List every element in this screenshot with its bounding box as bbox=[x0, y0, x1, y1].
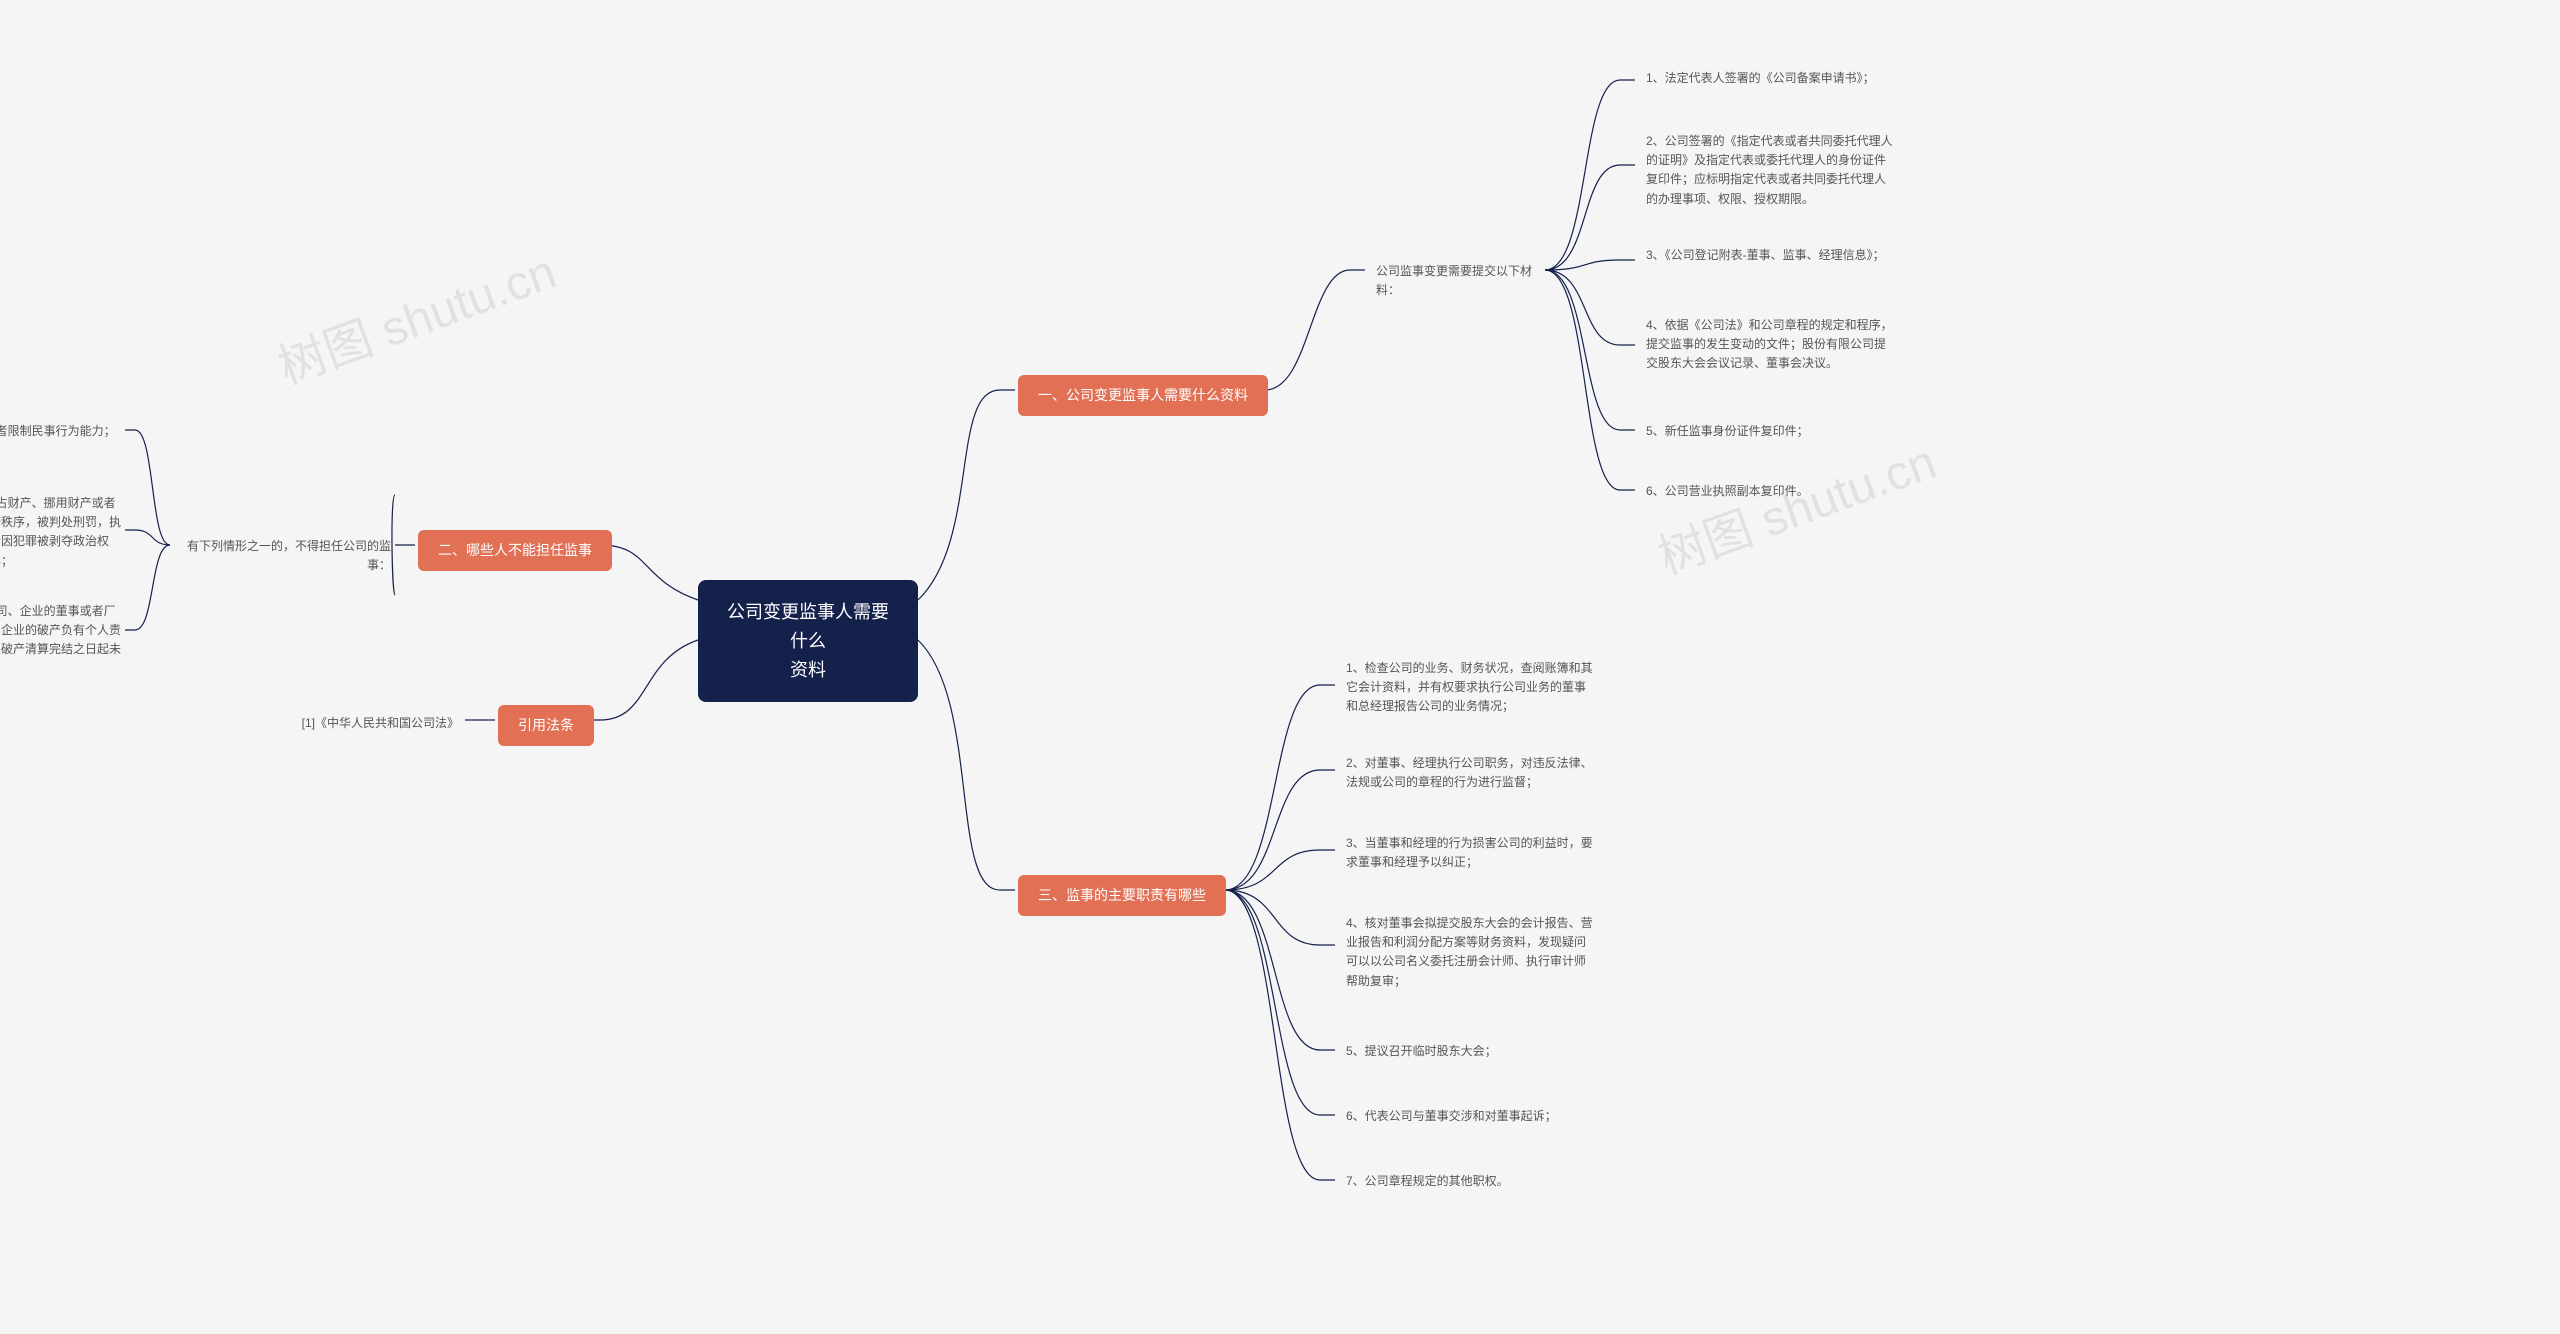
branch-3-leaf-7: 7、公司章程规定的其他职权。 bbox=[1340, 1168, 1600, 1195]
branch-1-leaf-5: 5、新任监事身份证件复印件； bbox=[1640, 418, 1900, 445]
branch-2-sub: 有下列情形之一的，不得担任公司的监事： bbox=[172, 533, 397, 579]
branch-1-sub: 公司监事变更需要提交以下材料： bbox=[1370, 258, 1545, 304]
branch-2: 二、哪些人不能担任监事 bbox=[418, 530, 612, 571]
watermark: 树图 shutu.cn bbox=[267, 232, 564, 397]
center-title-line2: 资料 bbox=[724, 656, 892, 685]
branch-4: 引用法条 bbox=[498, 705, 594, 746]
connector-lines bbox=[0, 0, 2560, 1334]
branch-1-leaf-1: 1、法定代表人签署的《公司备案申请书》； bbox=[1640, 65, 1900, 92]
branch-3: 三、监事的主要职责有哪些 bbox=[1018, 875, 1226, 916]
center-title-line1: 公司变更监事人需要什么 bbox=[724, 598, 892, 656]
branch-3-leaf-5: 5、提议召开临时股东大会； bbox=[1340, 1038, 1600, 1065]
branch-3-leaf-1: 1、检查公司的业务、财务状况，查阅账簿和其它会计资料，并有权要求执行公司业务的董… bbox=[1340, 655, 1600, 721]
branch-1-leaf-3: 3、《公司登记附表-董事、监事、经理信息》； bbox=[1640, 242, 1900, 269]
branch-1: 一、公司变更监事人需要什么资料 bbox=[1018, 375, 1268, 416]
branch-3-leaf-2: 2、对董事、经理执行公司职务，对违反法律、法规或公司的章程的行为进行监督； bbox=[1340, 750, 1600, 796]
branch-3-leaf-3: 3、当董事和经理的行为损害公司的利益时，要求董事和经理予以纠正； bbox=[1340, 830, 1600, 876]
branch-2-leaf-3: 3、担任破产清算的公司、企业的董事或者厂长、经理，对该公司、企业的破产负有个人责… bbox=[0, 598, 130, 683]
branch-3-leaf-6: 6、代表公司与董事交涉和对董事起诉； bbox=[1340, 1103, 1600, 1130]
branch-3-leaf-4: 4、核对董事会拟提交股东大会的会计报告、营业报告和利润分配方案等财务资料，发现疑… bbox=[1340, 910, 1600, 995]
branch-1-leaf-4: 4、依据《公司法》和公司章程的规定和程序，提交监事的发生变动的文件；股份有限公司… bbox=[1640, 312, 1900, 378]
branch-4-leaf-1: [1]《中华人民共和国公司法》 bbox=[295, 710, 465, 737]
branch-1-leaf-6: 6、公司营业执照副本复印件。 bbox=[1640, 478, 1900, 505]
branch-2-leaf-2: 2、因贪污、贿赂、侵占财产、挪用财产或者破坏社会主义市场经济秩序，被判处刑罚，执… bbox=[0, 490, 130, 575]
branch-1-leaf-2: 2、公司签署的《指定代表或者共同委托代理人的证明》及指定代表或委托代理人的身份证… bbox=[1640, 128, 1900, 213]
center-node: 公司变更监事人需要什么 资料 bbox=[698, 580, 918, 702]
branch-2-leaf-1: 1、无民事行为能力或者限制民事行为能力； bbox=[0, 418, 130, 445]
